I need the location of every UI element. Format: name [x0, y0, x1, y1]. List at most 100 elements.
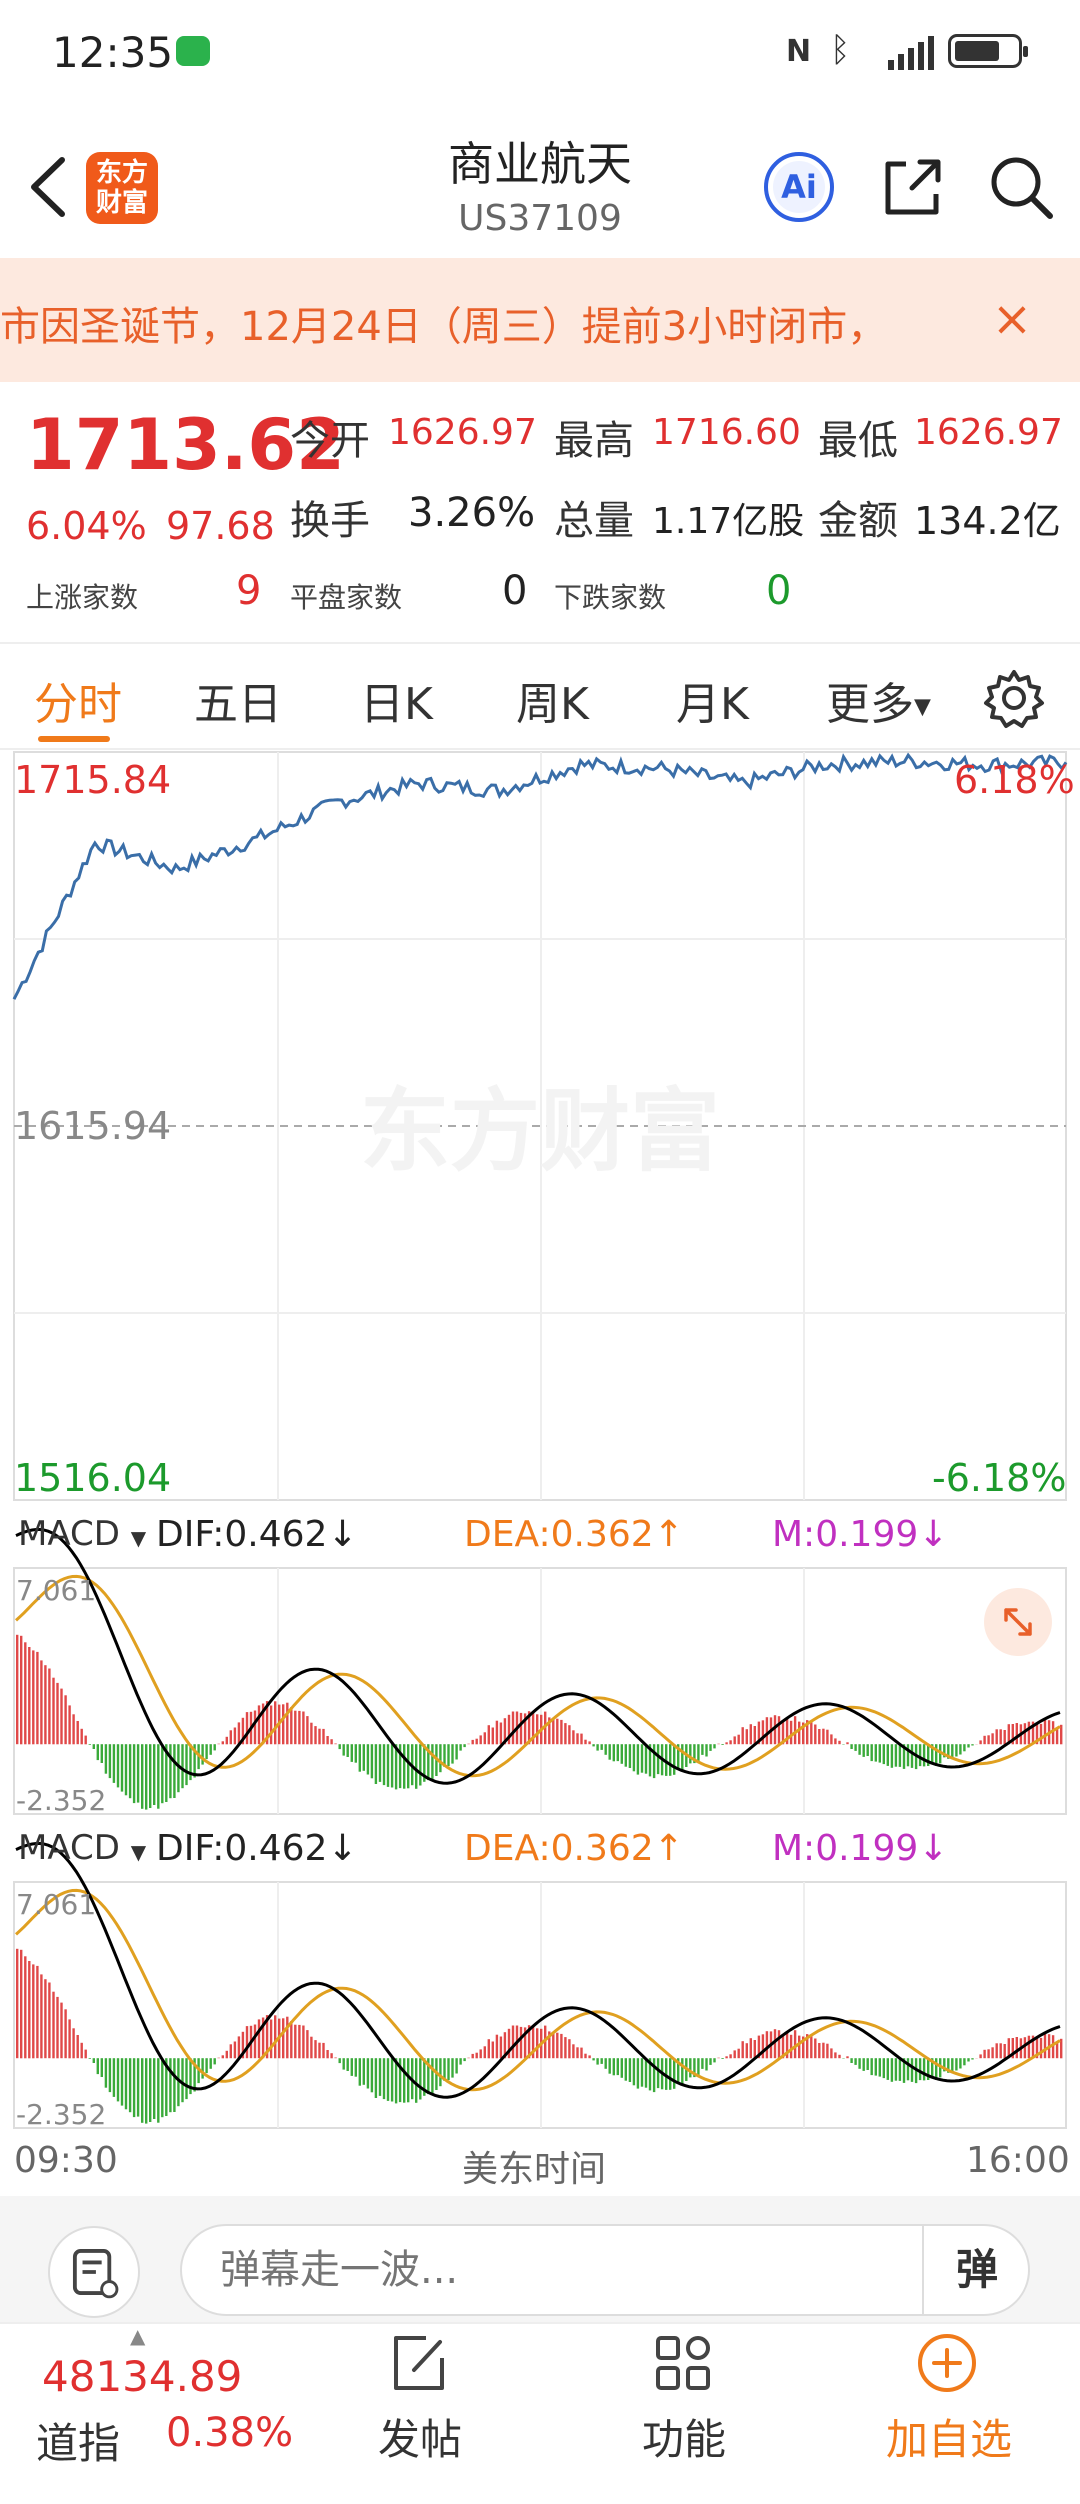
macd-bar	[100, 2058, 103, 2077]
macd-bar	[785, 2032, 789, 2059]
indicator-selector[interactable]: MACD ▼	[18, 1514, 146, 1554]
macd-bar	[596, 1744, 599, 1751]
macd-bar	[527, 1711, 531, 1745]
functions-grid-icon[interactable]	[650, 2330, 716, 2396]
dow-index-change[interactable]: 0.38%	[166, 2410, 294, 2456]
intraday-chart[interactable]: 东方财富	[0, 750, 1080, 2150]
dow-index-value[interactable]: 48134.89	[42, 2352, 243, 2401]
macd-bar	[467, 2057, 470, 2059]
macd-bar	[826, 1729, 829, 1745]
macd-bar	[995, 2043, 998, 2059]
macd-bar	[225, 2050, 228, 2059]
tab-weekly-k[interactable]: 周K	[516, 679, 589, 730]
macd-bar	[963, 1744, 966, 1752]
x-axis-end-label: 16:00	[966, 2140, 1070, 2181]
macd-bar	[862, 2058, 865, 2071]
macd-bar	[483, 2046, 486, 2059]
macd-bar	[342, 1744, 345, 1756]
macd-bar	[330, 2053, 333, 2059]
macd-bar	[874, 2058, 877, 2076]
app-logo[interactable]: 东方财富	[86, 152, 158, 224]
pct-top-label: 6.18%	[954, 758, 1075, 802]
macd-bar	[241, 1717, 245, 1745]
tab-daily-k[interactable]: 日K	[360, 679, 433, 730]
macd-bar	[757, 1721, 761, 1745]
macd-bar	[765, 2031, 769, 2059]
gear-icon[interactable]	[982, 666, 1046, 730]
macd-bar	[1035, 2038, 1039, 2059]
macd-bar	[24, 1956, 27, 2059]
expand-icon[interactable]	[984, 1588, 1052, 1656]
back-arrow-icon[interactable]	[22, 152, 78, 222]
tab-monthly-k[interactable]: 月K	[676, 679, 749, 730]
macd-bar	[556, 2032, 559, 2059]
macd-bar	[390, 1744, 394, 1788]
macd-bar	[902, 2058, 906, 2083]
macd-bar	[128, 2058, 132, 2113]
macd-bar	[846, 2056, 849, 2059]
macd-bar	[806, 1720, 809, 1745]
macd-bar	[519, 1712, 523, 1745]
dea-value: DEA:0.362↑	[464, 1828, 684, 1869]
danmaku-toggle-button[interactable]: 弹	[922, 2226, 1030, 2314]
macd-bar	[141, 1744, 144, 1809]
indicator-selector[interactable]: MACD ▼	[18, 1828, 146, 1868]
page-title: 商业航天	[448, 137, 632, 191]
macd-bar	[890, 2058, 894, 2082]
share-icon[interactable]	[876, 150, 950, 224]
notice-text: 市因圣诞节，12月24日（周三）提前3小时闭市，	[0, 304, 888, 350]
macd-bar	[737, 1734, 740, 1745]
macd-bar	[1007, 2038, 1010, 2059]
macd-bar	[116, 1744, 120, 1788]
macd-bar	[1051, 1721, 1055, 1745]
macd-bar	[1055, 1727, 1059, 1745]
message-list-icon[interactable]	[48, 2226, 140, 2318]
macd-bar	[290, 1707, 293, 1745]
tab-intraday[interactable]: 分时	[34, 679, 122, 730]
flat-count-label: 平盘家数	[290, 581, 403, 614]
add-circle-icon[interactable]	[914, 2330, 980, 2396]
macd-bar	[878, 1744, 881, 1763]
macd-bar	[927, 2058, 930, 2080]
tab-five-day[interactable]: 五日	[194, 679, 282, 730]
notice-banner[interactable]: 市因圣诞节，12月24日（周三）提前3小时闭市， ×	[0, 258, 1080, 382]
macd-bar	[721, 1744, 724, 1745]
macd-bar	[951, 2058, 954, 2074]
macd-bar	[463, 2058, 466, 2062]
macd-bar	[52, 1677, 55, 1745]
macd-bar	[519, 2026, 523, 2059]
macd-bar	[798, 1721, 801, 1745]
nav-functions-label[interactable]: 功能	[641, 2415, 726, 2464]
nav-post-label[interactable]: 发帖	[377, 2415, 462, 2464]
macd-bar	[600, 1744, 603, 1750]
macd-bar	[189, 2058, 192, 2095]
macd-bar	[959, 1744, 962, 1755]
dow-index-name[interactable]: 道指	[36, 2419, 121, 2468]
macd-bar	[886, 2058, 889, 2080]
indicator-name: MACD	[18, 1828, 120, 1868]
macd-bar	[826, 2043, 829, 2059]
macd-bar	[88, 2058, 91, 2059]
add-watchlist-button[interactable]: 加自选	[885, 2415, 1012, 2464]
macd-bar	[999, 1729, 1002, 1745]
danmaku-input[interactable]	[180, 2224, 1030, 2316]
macd-bar	[588, 2055, 591, 2059]
macd-bar	[108, 1744, 112, 1779]
macd-bar	[153, 1744, 156, 1805]
macd-bar	[947, 2058, 950, 2073]
edit-post-icon[interactable]	[386, 2330, 452, 2396]
macd-bar	[713, 2058, 716, 2063]
turnover-label: 换手	[290, 498, 370, 544]
macd-histogram	[16, 1948, 1063, 2124]
macd-bar	[507, 1714, 511, 1745]
macd-bar	[415, 2058, 418, 2103]
macd-bar	[789, 2034, 793, 2059]
macd-bar	[850, 1744, 853, 1749]
search-icon[interactable]	[984, 150, 1058, 224]
macd-bar	[503, 1718, 507, 1745]
macd-bar	[439, 1744, 442, 1773]
close-icon[interactable]: ×	[991, 291, 1033, 347]
macd-bar	[1060, 1724, 1063, 1745]
tab-more[interactable]: 更多▼	[826, 668, 931, 732]
ai-assistant-icon[interactable]: Ai	[762, 150, 836, 224]
